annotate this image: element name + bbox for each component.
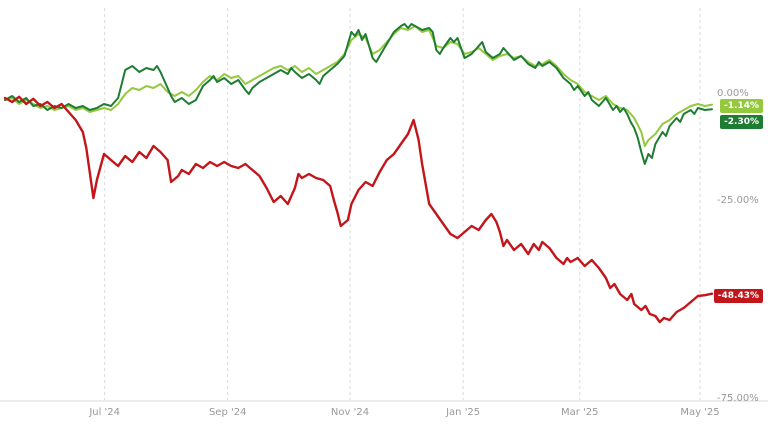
x-axis-label: Nov '24 bbox=[331, 407, 369, 418]
x-axis-label: Sep '24 bbox=[209, 407, 247, 418]
y-axis-label: -75.00% bbox=[717, 393, 759, 404]
x-axis-label: Mar '25 bbox=[561, 407, 599, 418]
x-axis-label: Jul '24 bbox=[88, 407, 120, 418]
x-axis-label: Jan '25 bbox=[445, 407, 480, 418]
dark-green-series-line bbox=[4, 23, 713, 165]
light-green-series-line bbox=[4, 25, 713, 147]
y-axis-label: -25.00% bbox=[717, 195, 759, 206]
red-series-line bbox=[3, 95, 714, 324]
y-axis-label: 0.00% bbox=[717, 88, 749, 99]
x-axis-label: May '25 bbox=[680, 407, 719, 418]
